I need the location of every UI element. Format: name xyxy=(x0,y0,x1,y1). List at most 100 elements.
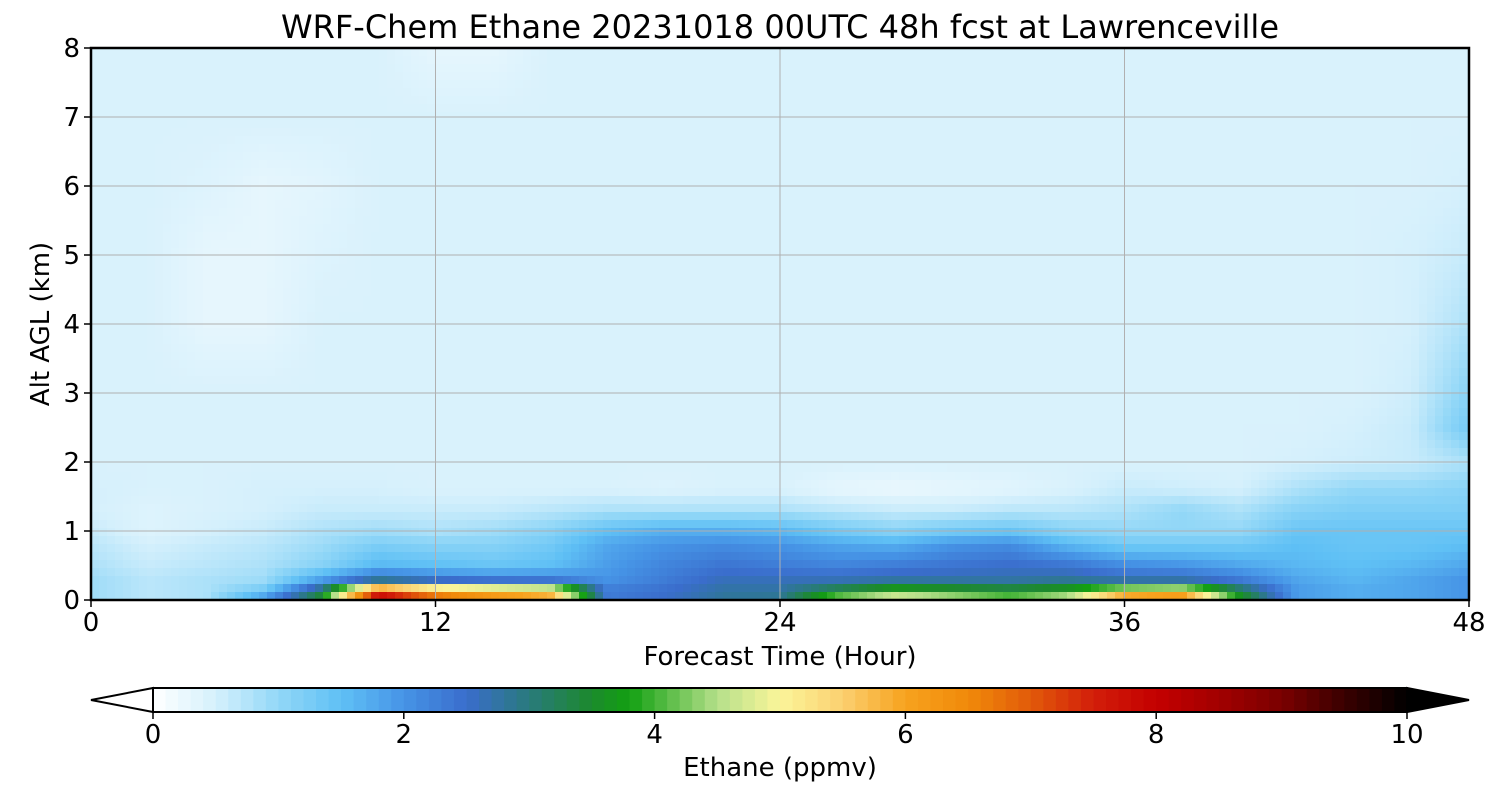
field-cell xyxy=(1147,56,1156,65)
field-cell xyxy=(507,144,516,153)
field-cell xyxy=(147,128,156,137)
field-cell xyxy=(651,48,660,57)
field-cell xyxy=(1091,208,1100,217)
field-cell xyxy=(315,64,324,73)
field-cell xyxy=(147,168,156,177)
field-cell xyxy=(779,184,788,193)
field-cell xyxy=(603,184,612,193)
field-cell xyxy=(659,240,668,249)
field-cell xyxy=(1459,264,1468,273)
field-cell xyxy=(163,96,172,105)
field-cell xyxy=(307,184,316,193)
field-cell xyxy=(259,216,268,225)
field-cell xyxy=(171,64,180,73)
field-cell xyxy=(699,232,708,241)
field-cell xyxy=(715,200,724,209)
field-cell xyxy=(179,224,188,233)
field-cell xyxy=(1331,112,1340,121)
field-cell xyxy=(1419,184,1428,193)
field-cell xyxy=(691,136,700,145)
field-cell xyxy=(323,160,332,169)
field-cell xyxy=(1163,160,1172,169)
field-cell xyxy=(1371,264,1380,273)
field-cell xyxy=(1139,88,1148,97)
field-cell xyxy=(1235,64,1244,73)
field-cell xyxy=(403,200,412,209)
field-cell xyxy=(395,48,404,57)
field-cell xyxy=(147,240,156,249)
field-cell xyxy=(299,272,308,281)
field-cell xyxy=(1315,184,1324,193)
field-cell xyxy=(1283,72,1292,81)
field-cell xyxy=(787,256,796,265)
field-cell xyxy=(1051,120,1060,129)
field-cell xyxy=(99,248,108,257)
field-cell xyxy=(123,160,132,169)
field-cell xyxy=(123,224,132,233)
field-cell xyxy=(339,88,348,97)
field-cell xyxy=(755,120,764,129)
field-cell xyxy=(643,112,652,121)
field-cell xyxy=(731,88,740,97)
field-cell xyxy=(499,168,508,177)
field-cell xyxy=(1059,152,1068,161)
field-cell xyxy=(1331,160,1340,169)
field-cell xyxy=(883,200,892,209)
field-cell xyxy=(1067,80,1076,89)
field-cell xyxy=(91,248,100,257)
field-cell xyxy=(235,256,244,265)
field-cell xyxy=(643,240,652,249)
field-cell xyxy=(883,192,892,201)
field-cell xyxy=(1083,216,1092,225)
field-cell xyxy=(1027,88,1036,97)
field-cell xyxy=(939,248,948,257)
field-cell xyxy=(475,240,484,249)
field-cell xyxy=(971,80,980,89)
field-cell xyxy=(451,272,460,281)
field-cell xyxy=(1163,80,1172,89)
field-cell xyxy=(859,56,868,65)
field-cell xyxy=(1075,48,1084,57)
field-cell xyxy=(411,96,420,105)
field-cell xyxy=(1275,80,1284,89)
field-cell xyxy=(707,200,716,209)
field-cell xyxy=(1139,168,1148,177)
field-cell xyxy=(1251,248,1260,257)
field-cell xyxy=(1155,120,1164,129)
field-cell xyxy=(955,216,964,225)
field-cell xyxy=(1155,64,1164,73)
field-cell xyxy=(579,144,588,153)
field-cell xyxy=(699,72,708,81)
field-cell xyxy=(699,192,708,201)
field-cell xyxy=(883,208,892,217)
field-cell xyxy=(643,256,652,265)
field-cell xyxy=(579,168,588,177)
field-cell xyxy=(547,96,556,105)
field-cell xyxy=(403,152,412,161)
field-cell xyxy=(435,120,444,129)
field-cell xyxy=(947,80,956,89)
field-cell xyxy=(1027,272,1036,281)
field-cell xyxy=(843,176,852,185)
field-cell xyxy=(851,96,860,105)
field-cell xyxy=(1115,88,1124,97)
field-cell xyxy=(891,88,900,97)
field-cell xyxy=(491,48,500,57)
field-cell xyxy=(1051,184,1060,193)
field-cell xyxy=(851,208,860,217)
field-cell xyxy=(315,224,324,233)
field-cell xyxy=(1195,56,1204,65)
field-cell xyxy=(659,64,668,73)
field-cell xyxy=(875,184,884,193)
field-cell xyxy=(955,152,964,161)
field-cell xyxy=(515,216,524,225)
field-cell xyxy=(795,256,804,265)
field-cell xyxy=(403,112,412,121)
field-cell xyxy=(179,176,188,185)
field-cell xyxy=(627,96,636,105)
field-cell xyxy=(883,80,892,89)
field-cell xyxy=(643,216,652,225)
field-cell xyxy=(595,136,604,145)
field-cell xyxy=(379,232,388,241)
field-cell xyxy=(1451,120,1460,129)
